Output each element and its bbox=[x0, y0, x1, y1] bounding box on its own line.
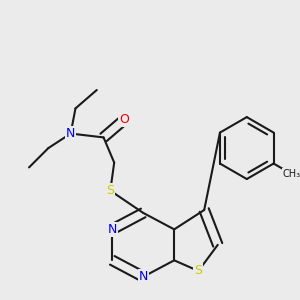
Text: N: N bbox=[139, 270, 148, 283]
Text: CH₃: CH₃ bbox=[283, 169, 300, 179]
Text: N: N bbox=[108, 223, 117, 236]
Text: S: S bbox=[194, 265, 202, 278]
Text: N: N bbox=[66, 127, 75, 140]
Text: S: S bbox=[106, 184, 114, 197]
Text: O: O bbox=[119, 113, 129, 127]
